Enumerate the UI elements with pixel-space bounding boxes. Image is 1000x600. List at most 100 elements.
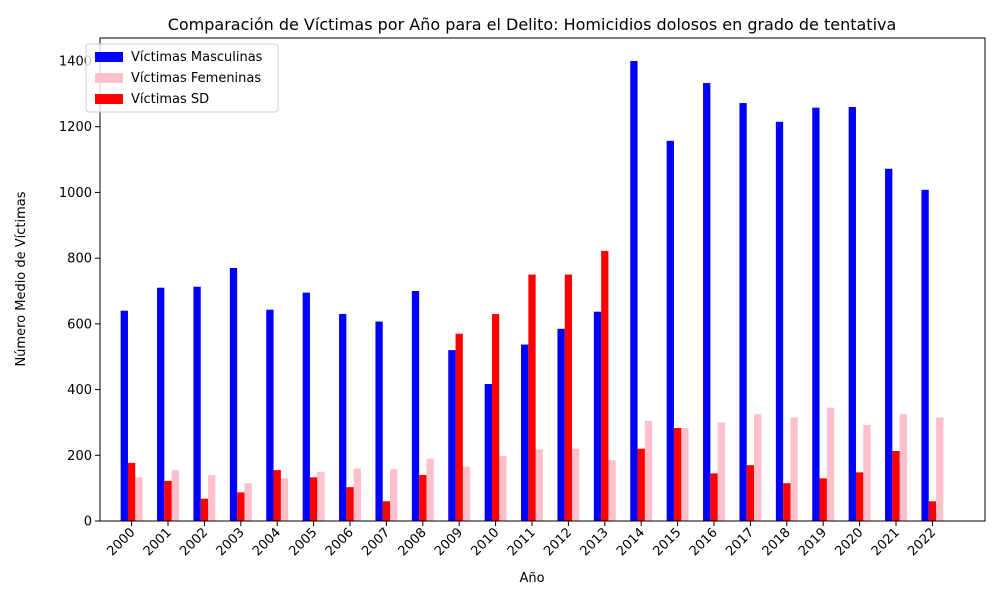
x-axis: 2000 2001 2002 2003 2004 2005 2006 2007 2008 2009…	[104, 521, 939, 559]
x-tick-label: 2022	[905, 525, 939, 559]
bar-v-ctimas-sd-2016	[710, 473, 718, 521]
x-tick-label: 2003	[214, 525, 248, 559]
x-tick-label: 2002	[177, 525, 211, 559]
x-tick-label: 2019	[796, 525, 830, 559]
bar-v-ctimas-masculinas-2002	[193, 286, 201, 521]
y-axis: 0 200 400 600 800 1000 1200 1400	[59, 55, 100, 530]
x-tick-label: 2007	[359, 525, 393, 559]
bar-v-ctimas-sd-2007	[382, 501, 391, 521]
bar-v-ctimas-femeninas-2019	[826, 407, 835, 521]
bar-v-ctimas-sd-2019	[819, 478, 827, 521]
bar-v-ctimas-sd-2001	[164, 480, 172, 521]
bar-v-ctimas-femeninas-2015	[681, 428, 689, 521]
bar-v-ctimas-masculinas-2022	[921, 189, 929, 522]
bar-v-ctimas-sd-2011	[528, 274, 536, 521]
bar-v-ctimas-femeninas-2018	[790, 417, 798, 521]
legend: Víctimas Masculinas Víctimas Femeninas Víc…	[85, 43, 279, 113]
x-tick-label: 2015	[650, 525, 684, 559]
x-tick-label: 2005	[286, 525, 320, 559]
x-tick-label: 2012	[541, 525, 575, 559]
bar-v-ctimas-femeninas-2009	[462, 466, 471, 521]
x-tick-label: 2018	[760, 525, 794, 559]
y-tick-label: 1000	[59, 186, 92, 201]
x-tick-label: 2001	[141, 525, 175, 559]
bar-v-ctimas-masculinas-2005	[302, 292, 310, 521]
bar-v-ctimas-masculinas-2012	[557, 328, 565, 521]
bar-v-ctimas-sd-2015	[673, 428, 682, 521]
bar-v-ctimas-femeninas-2002	[208, 475, 216, 521]
bar-v-ctimas-masculinas-2015	[666, 140, 674, 521]
chart-title: Comparación de Víctimas por Año para el …	[168, 15, 897, 34]
bar-v-ctimas-masculinas-2006	[339, 314, 347, 521]
bar-v-ctimas-femeninas-2000	[135, 477, 143, 521]
y-tick-label: 1400	[59, 55, 92, 70]
bar-v-ctimas-sd-2013	[601, 250, 609, 521]
bar-v-ctimas-femeninas-2022	[936, 417, 944, 521]
y-tick-label: 0	[84, 515, 92, 530]
bar-v-ctimas-sd-2009	[455, 333, 463, 521]
bar-v-ctimas-sd-2021	[892, 451, 900, 521]
bar-v-ctimas-femeninas-2003	[244, 483, 252, 521]
legend-box	[85, 43, 279, 113]
legend-swatch	[95, 52, 123, 62]
bar-v-ctimas-sd-2017	[746, 465, 755, 521]
y-tick-label: 800	[67, 252, 92, 267]
bar-v-ctimas-femeninas-2013	[608, 460, 616, 521]
bar-v-ctimas-sd-2022	[928, 501, 937, 521]
bar-v-ctimas-sd-2003	[237, 492, 245, 521]
x-tick-label: 2013	[578, 525, 612, 559]
x-tick-label: 2010	[468, 525, 502, 559]
bar-v-ctimas-masculinas-2014	[630, 61, 638, 521]
bar-v-ctimas-masculinas-2013	[593, 311, 602, 521]
x-tick-label: 2009	[432, 525, 466, 559]
bar-v-ctimas-femeninas-2010	[499, 455, 507, 521]
bar-v-ctimas-sd-2010	[491, 314, 500, 521]
bar-v-ctimas-masculinas-2016	[703, 83, 711, 521]
x-tick-label: 2004	[250, 525, 284, 559]
bars-group	[120, 61, 944, 522]
x-tick-label: 2020	[832, 525, 866, 559]
bar-v-ctimas-masculinas-2000	[120, 310, 128, 521]
plot-frame	[99, 37, 986, 522]
bar-v-ctimas-femeninas-2012	[572, 448, 580, 521]
bar-v-ctimas-masculinas-2019	[812, 107, 820, 521]
bar-v-ctimas-sd-2006	[346, 487, 354, 521]
bar-v-ctimas-femeninas-2011	[535, 449, 543, 521]
bar-v-ctimas-femeninas-2006	[353, 468, 361, 521]
x-tick-label: 2017	[723, 525, 757, 559]
x-tick-label: 2016	[687, 525, 721, 559]
legend-label: Víctimas SD	[131, 92, 209, 107]
bar-v-ctimas-masculinas-2003	[229, 268, 238, 521]
bar-v-ctimas-masculinas-2011	[521, 344, 529, 521]
bar-v-ctimas-femeninas-2014	[644, 420, 653, 521]
bar-v-ctimas-femeninas-2008	[426, 458, 434, 521]
bar-v-ctimas-femeninas-2004	[280, 478, 289, 521]
bar-v-ctimas-sd-2020	[855, 472, 864, 521]
bar-v-ctimas-masculinas-2020	[848, 107, 856, 521]
bar-v-ctimas-masculinas-2018	[775, 121, 784, 521]
x-tick-label: 2006	[323, 525, 357, 559]
x-tick-label: 2008	[396, 525, 430, 559]
x-tick-label: 2014	[614, 525, 648, 559]
bar-v-ctimas-femeninas-2007	[390, 469, 398, 521]
x-axis-label: Año	[519, 571, 544, 586]
bar-v-ctimas-femeninas-2005	[317, 471, 325, 521]
y-tick-label: 400	[67, 383, 92, 398]
bar-v-ctimas-masculinas-2001	[157, 287, 165, 521]
bar-v-ctimas-masculinas-2017	[739, 103, 747, 521]
y-tick-label: 1200	[59, 120, 92, 135]
legend-swatch	[95, 73, 123, 83]
bar-v-ctimas-sd-2012	[564, 274, 573, 521]
bar-v-ctimas-femeninas-2017	[754, 414, 762, 521]
bar-v-ctimas-masculinas-2009	[448, 350, 456, 521]
bar-v-ctimas-sd-2000	[127, 462, 136, 521]
bar-v-ctimas-masculinas-2004	[266, 309, 274, 521]
bar-v-ctimas-sd-2018	[783, 483, 791, 521]
bar-v-ctimas-femeninas-2001	[171, 470, 179, 521]
x-tick-label: 2011	[505, 525, 539, 559]
bar-v-ctimas-sd-2002	[200, 498, 209, 521]
bar-v-ctimas-sd-2005	[309, 477, 318, 521]
bar-v-ctimas-sd-2004	[273, 470, 281, 521]
bar-v-ctimas-masculinas-2008	[411, 291, 420, 521]
